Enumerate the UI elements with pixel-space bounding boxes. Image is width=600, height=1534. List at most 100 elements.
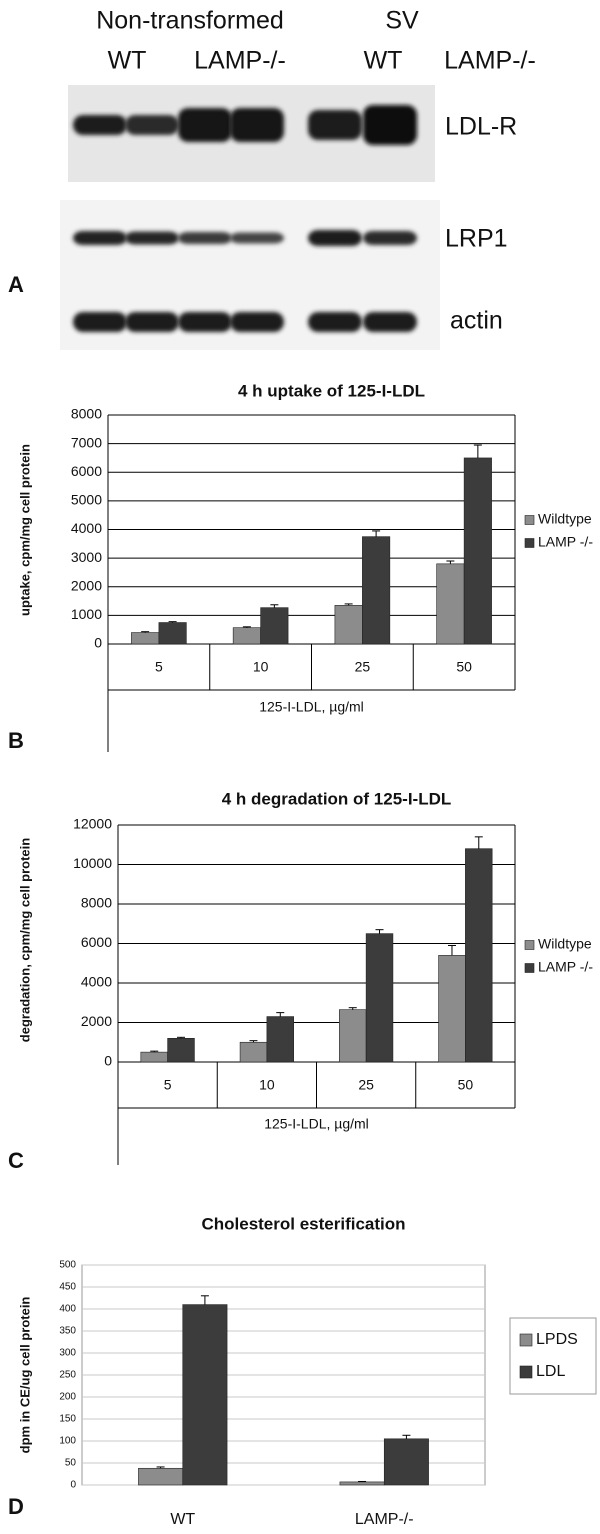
blot-band: [178, 232, 232, 244]
bar: [362, 537, 389, 644]
blot-band: [308, 230, 362, 246]
panel-label: D: [8, 1494, 24, 1519]
panel-label: C: [8, 1148, 24, 1173]
panel-label: B: [8, 728, 24, 753]
x-tick-label: 25: [355, 659, 371, 675]
bar: [141, 1052, 168, 1062]
bar: [240, 1042, 267, 1062]
y-tick-label: 250: [59, 1370, 76, 1381]
y-axis-label: uptake, cpm/mg cell protein: [17, 444, 32, 616]
y-tick-label: 450: [59, 1282, 76, 1293]
blot-band: [178, 108, 232, 142]
figure: Non-transformed SV WT LAMP-/- WT LAMP-/-…: [0, 0, 600, 1534]
y-axis-label: degradation, cpm/mg cell protein: [17, 838, 32, 1042]
y-tick-label: 2000: [71, 577, 102, 593]
y-tick-label: 0: [94, 635, 102, 651]
chart-title: 4 h degradation of 125-I-LDL: [222, 789, 452, 808]
bar: [439, 955, 466, 1062]
y-tick-label: 50: [65, 1458, 77, 1469]
blot-band: [363, 231, 417, 245]
y-tick-label: 12000: [73, 816, 112, 832]
y-tick-label: 200: [59, 1392, 76, 1403]
lane-label: WT: [364, 47, 403, 75]
bar: [131, 633, 158, 644]
bar: [138, 1468, 182, 1485]
y-tick-label: 4000: [71, 520, 102, 536]
bar: [465, 849, 492, 1062]
x-tick-label: 50: [456, 659, 472, 675]
error-bar: [448, 945, 456, 955]
blot-band: [73, 231, 127, 245]
x-tick-label: 5: [164, 1077, 172, 1093]
bar: [168, 1038, 195, 1062]
y-tick-label: 400: [59, 1304, 76, 1315]
protein-label: actin: [450, 307, 503, 335]
legend-swatch: [520, 1334, 532, 1346]
legend-label: LAMP -/-: [538, 959, 593, 975]
legend-swatch: [525, 539, 534, 548]
bar: [261, 608, 288, 644]
legend-label: LDL: [536, 1363, 565, 1380]
error-bar: [475, 837, 483, 849]
blot-band: [125, 232, 179, 245]
error-bar: [402, 1435, 410, 1439]
bar: [183, 1305, 227, 1485]
legend-swatch: [525, 941, 534, 950]
bar: [366, 934, 393, 1062]
y-tick-label: 6000: [81, 934, 112, 950]
blot-band: [230, 108, 284, 142]
legend-label: Wildtype: [538, 936, 592, 952]
x-tick-label: 10: [253, 659, 269, 675]
panel-label: A: [8, 272, 24, 297]
x-tick-label: 5: [155, 659, 163, 675]
y-tick-label: 2000: [81, 1013, 112, 1029]
bar: [384, 1439, 428, 1485]
y-tick-label: 6000: [71, 463, 102, 479]
blot-band: [230, 312, 284, 332]
lane-label: LAMP-/-: [444, 47, 536, 75]
y-tick-label: 500: [59, 1260, 76, 1271]
y-tick-label: 4000: [81, 974, 112, 990]
legend-label: Wildtype: [538, 511, 592, 527]
legend-box: [510, 1318, 596, 1394]
bar: [437, 564, 464, 644]
y-tick-label: 3000: [71, 549, 102, 565]
error-bar: [372, 531, 380, 537]
blot-band: [363, 105, 417, 145]
y-tick-label: 0: [70, 1480, 76, 1491]
legend-label: LAMP -/-: [538, 534, 593, 550]
blot-band: [308, 110, 362, 140]
y-tick-label: 300: [59, 1348, 76, 1359]
bar: [159, 623, 186, 644]
y-tick-label: 8000: [81, 895, 112, 911]
bar: [340, 1482, 384, 1485]
y-tick-label: 150: [59, 1414, 76, 1425]
chart-title: 4 h uptake of 125-I-LDL: [238, 381, 425, 400]
x-tick-label: 25: [358, 1077, 374, 1093]
group-label: Non-transformed: [96, 7, 284, 35]
y-tick-label: 7000: [71, 434, 102, 450]
protein-label: LRP1: [445, 225, 508, 253]
y-tick-label: 350: [59, 1326, 76, 1337]
protein-label: LDL-R: [445, 113, 517, 141]
x-axis-label: 125-I-LDL, µg/ml: [259, 699, 364, 715]
y-tick-label: 8000: [71, 406, 102, 422]
error-bar: [446, 561, 454, 564]
x-tick-label: LAMP-/-: [355, 1511, 414, 1528]
bar: [335, 605, 362, 644]
blot-band: [125, 115, 179, 135]
error-bar: [201, 1296, 209, 1305]
blot-band: [230, 233, 284, 244]
x-tick-label: WT: [170, 1511, 195, 1528]
legend-swatch: [525, 516, 534, 525]
x-tick-label: 50: [458, 1077, 474, 1093]
bar: [267, 1017, 294, 1062]
blot-band: [363, 312, 417, 332]
blot-band: [73, 115, 127, 135]
blot-band: [125, 312, 179, 332]
blot-band: [73, 312, 127, 332]
legend-swatch: [525, 964, 534, 973]
bar: [233, 628, 260, 644]
error-bar: [270, 605, 278, 608]
chart-title: Cholesterol esterification: [201, 1214, 405, 1233]
